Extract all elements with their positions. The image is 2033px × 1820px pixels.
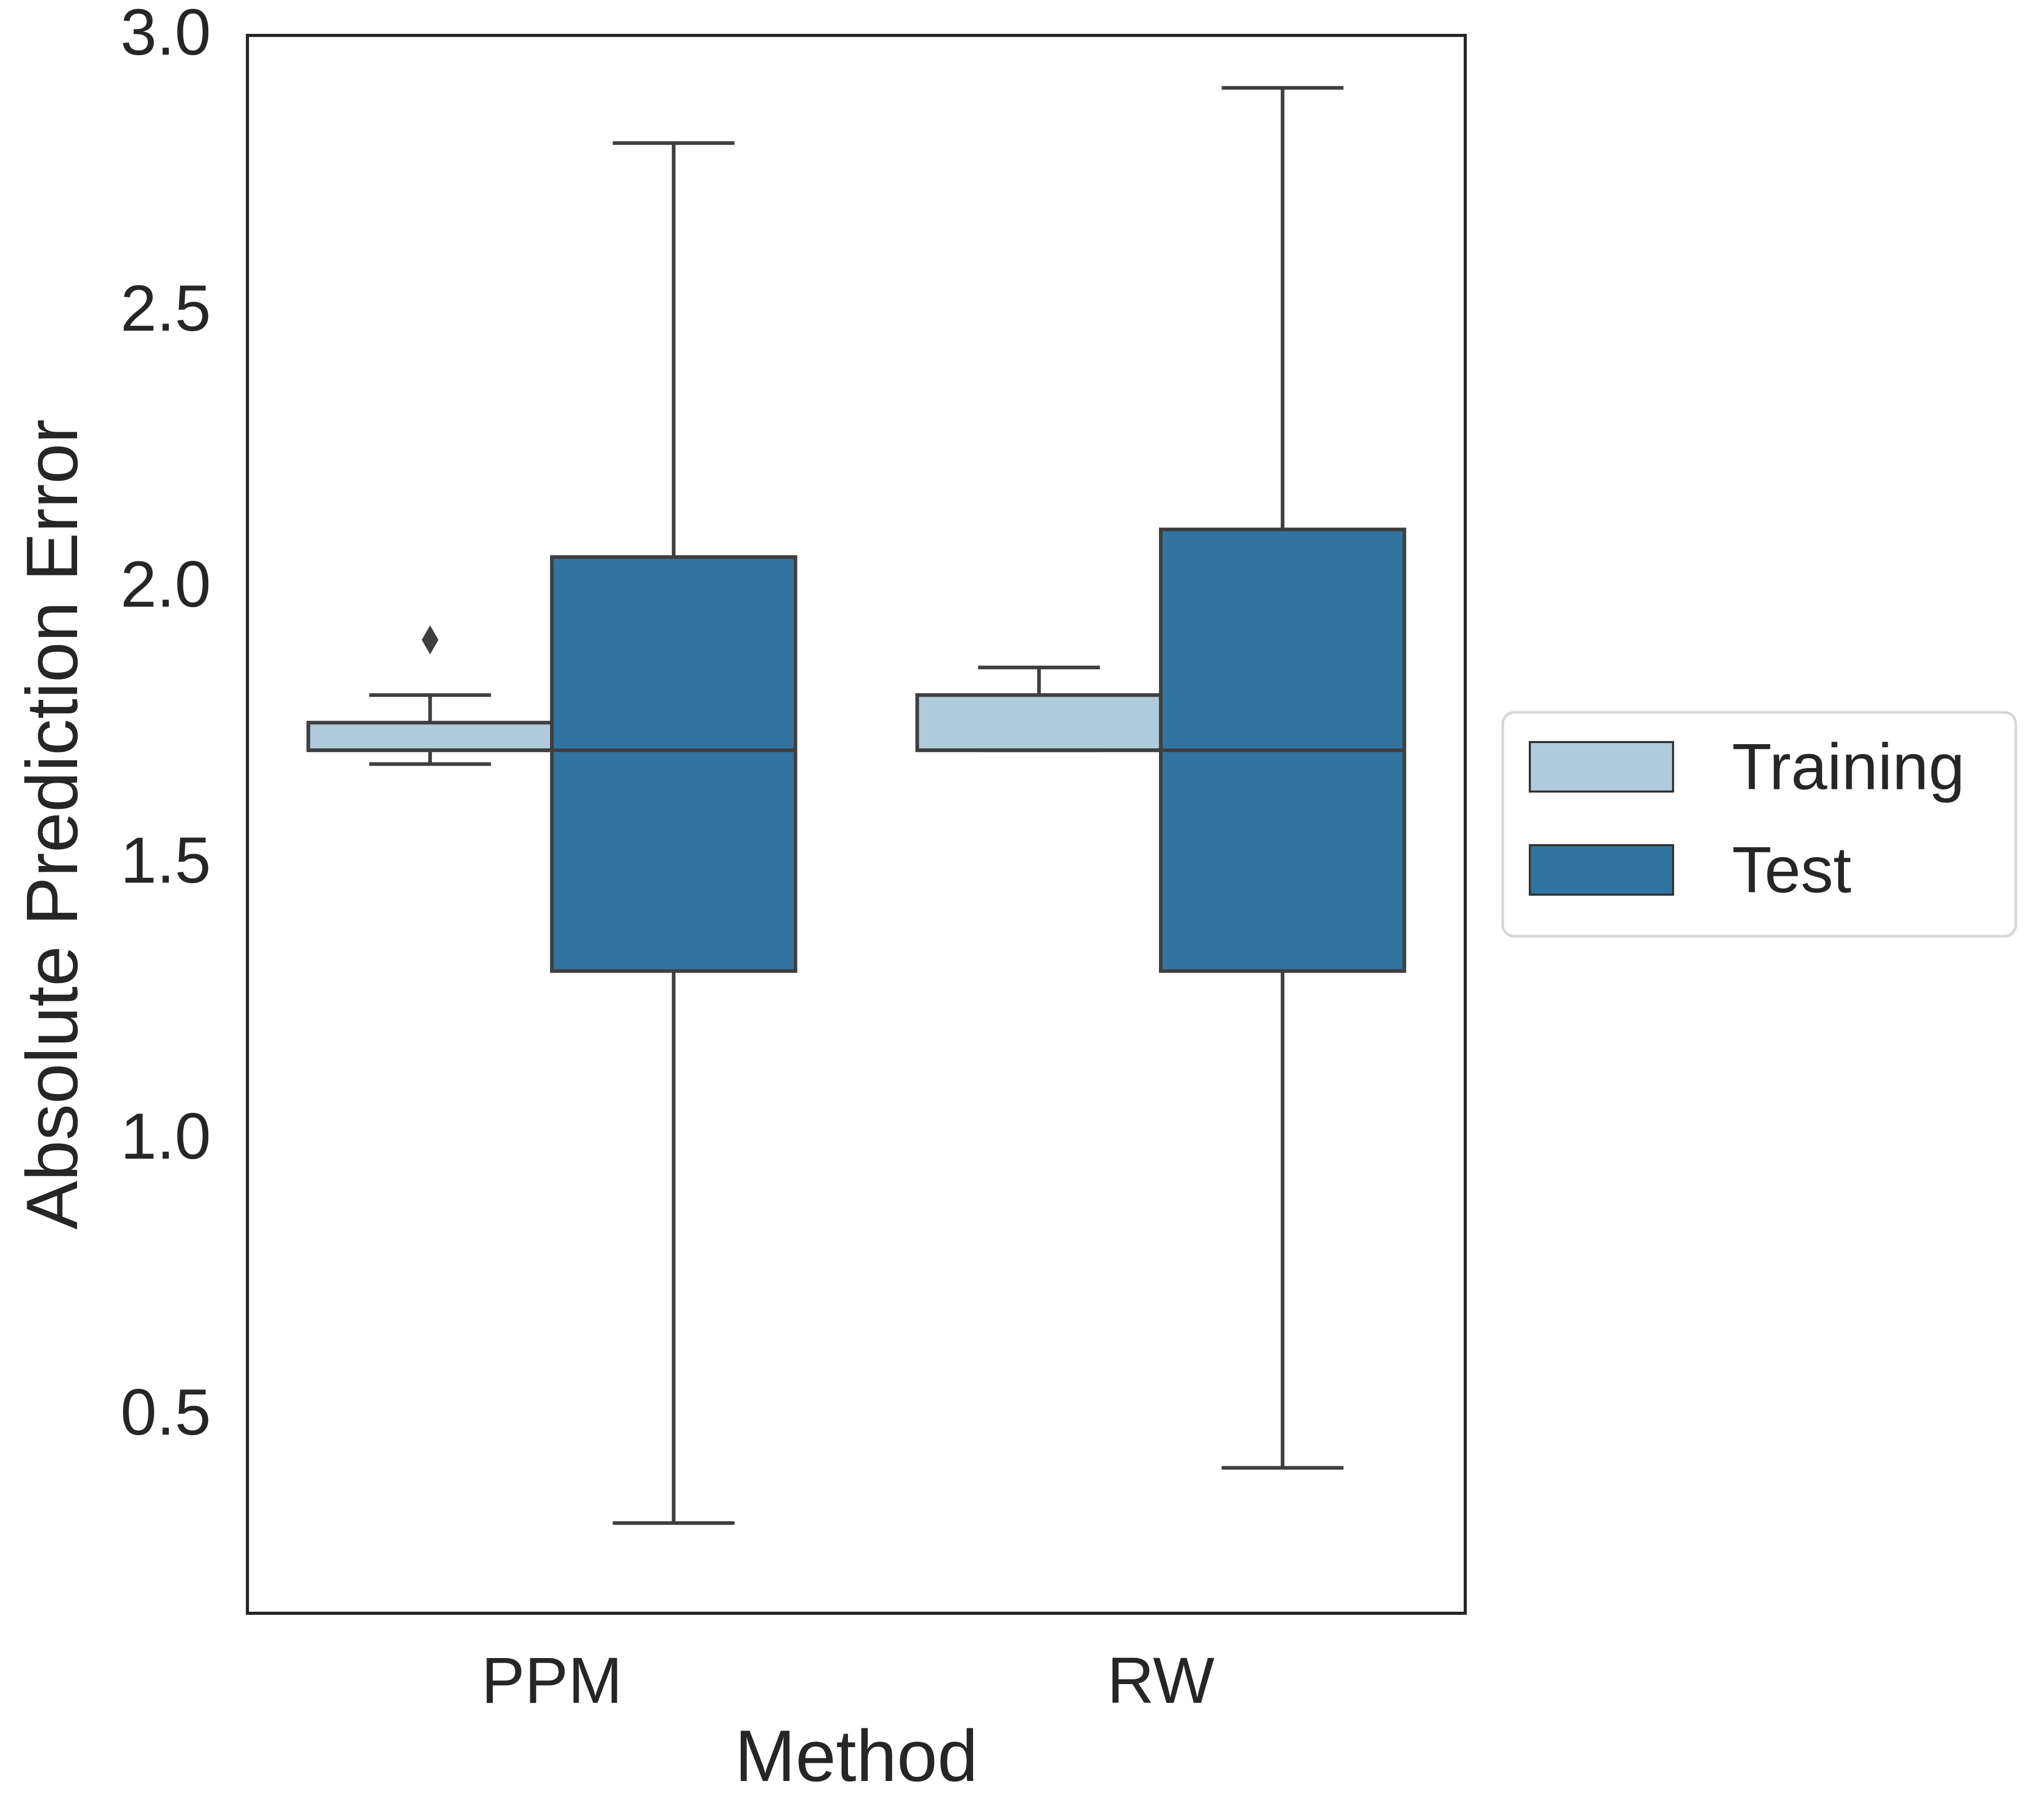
box-training-ppm (306, 721, 554, 752)
legend-label-training: Training (1732, 731, 1965, 804)
y-tick-label: 1.5 (120, 824, 211, 897)
legend-label-test: Test (1732, 834, 1851, 907)
y-tick-labels: 0.5 1.0 1.5 2.0 2.5 3.0 (120, 0, 211, 1449)
outlier-training-ppm-0 (421, 625, 439, 655)
legend-swatch-test (1529, 844, 1674, 896)
box-test-ppm (550, 555, 797, 973)
y-tick-label: 0.5 (120, 1376, 211, 1449)
x-tick-label: RW (1107, 1645, 1215, 1717)
y-tick-label: 3.0 (120, 0, 211, 69)
box-training-rw (915, 693, 1163, 752)
legend-items: Training Test (1529, 731, 1965, 907)
y-axis-label: Absolute Prediction Error (11, 419, 93, 1229)
legend-swatch-training (1529, 741, 1674, 793)
y-tick-label: 2.0 (120, 548, 211, 621)
x-tick-label: PPM (481, 1645, 622, 1717)
y-tick-label: 2.5 (120, 272, 211, 345)
plot-frame (246, 34, 1467, 1615)
boxes-layer (306, 86, 1406, 1525)
x-tick-labels: PPM RW (481, 1645, 1214, 1717)
x-axis-label: Method (735, 1715, 978, 1797)
legend: Training Test (1501, 711, 2017, 938)
y-tick-label: 1.0 (120, 1100, 211, 1173)
